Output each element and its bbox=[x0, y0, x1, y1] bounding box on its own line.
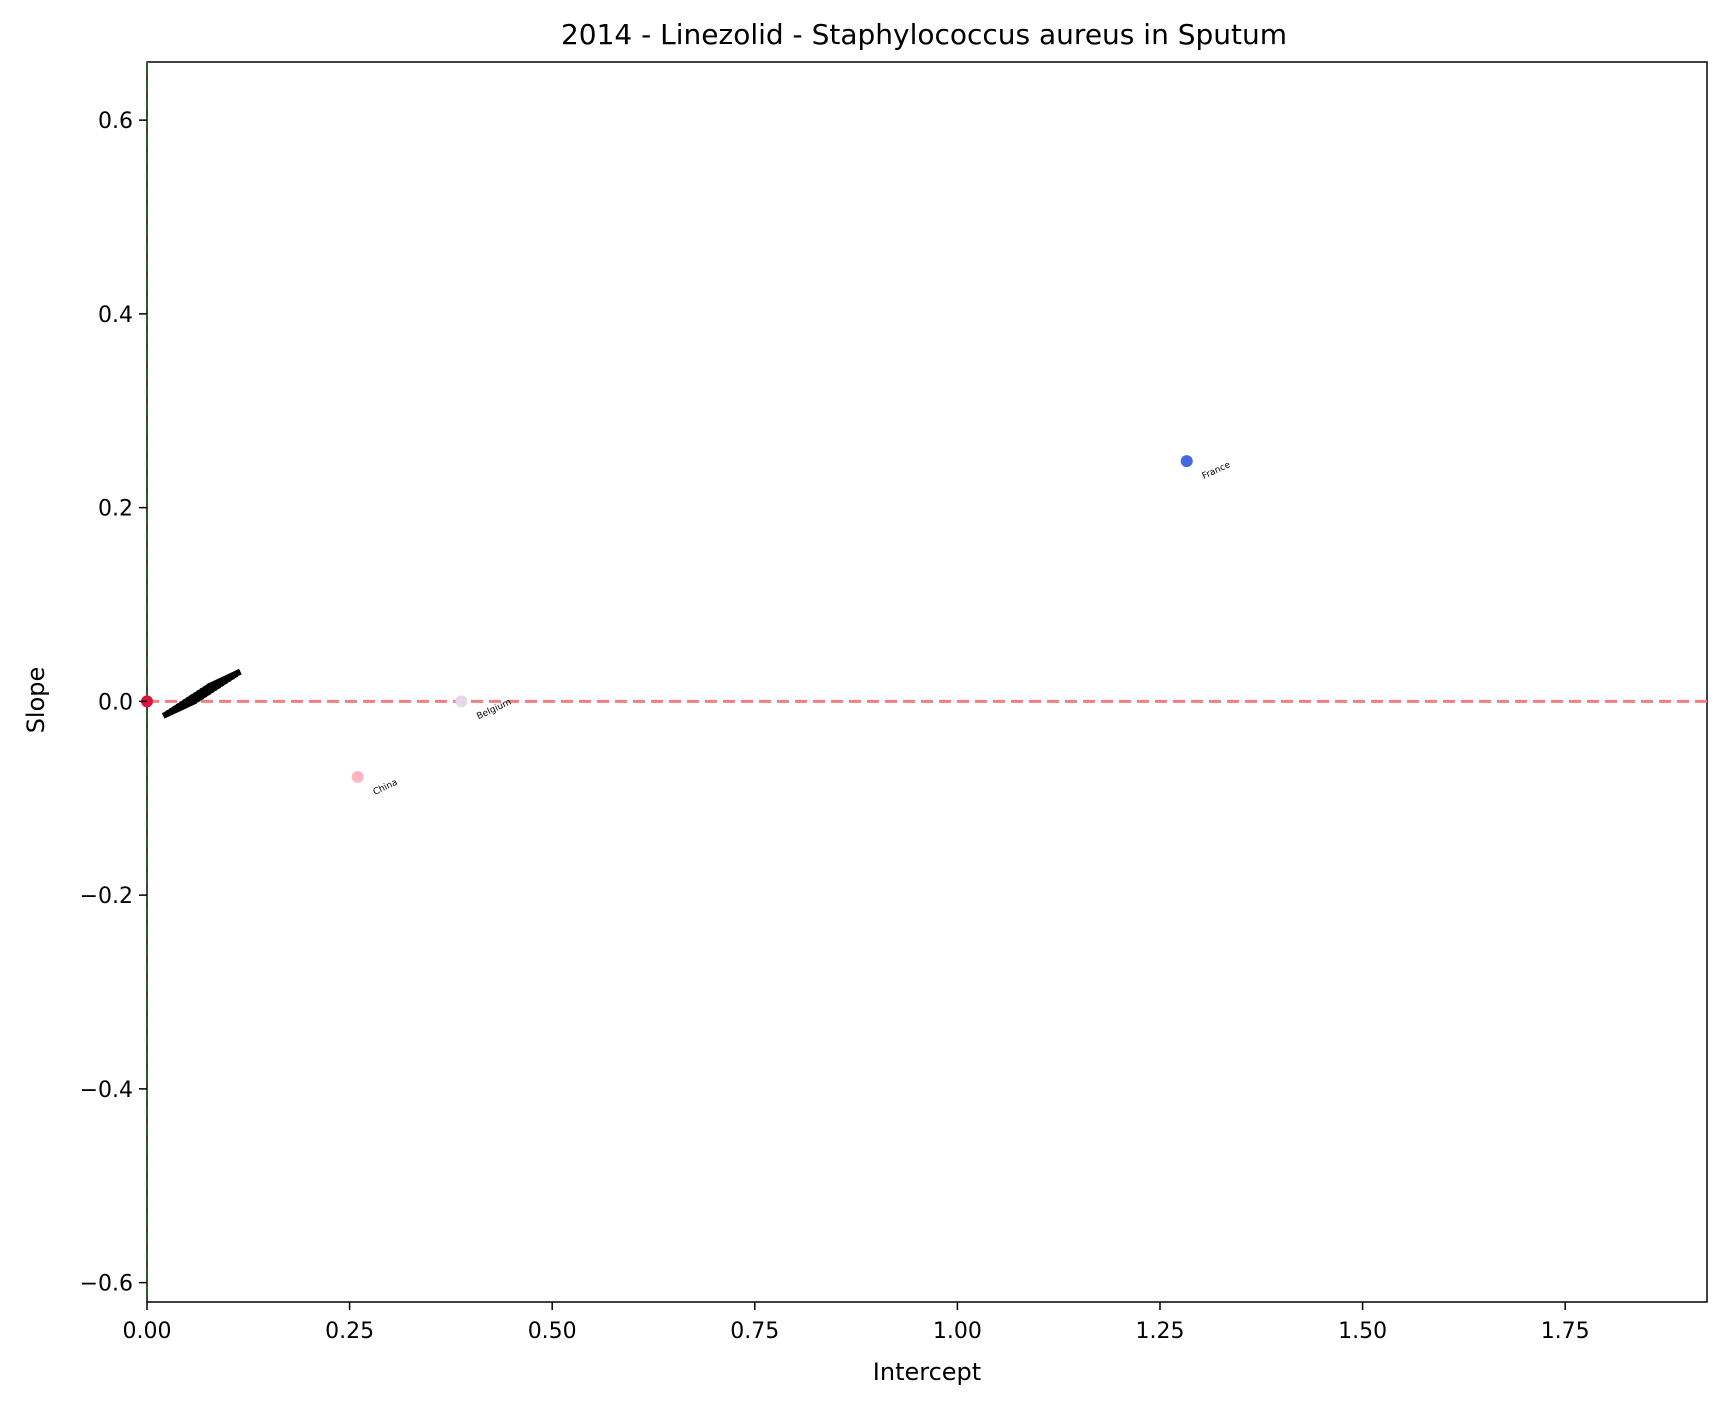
x-tick-label: 0.75 bbox=[730, 1319, 779, 1344]
y-tick-label: −0.6 bbox=[80, 1272, 133, 1297]
data-points bbox=[141, 455, 1193, 783]
chart-title: 2014 - Linezolid - Staphylococcus aureus… bbox=[561, 18, 1287, 51]
y-tick-label: −0.4 bbox=[80, 1078, 133, 1103]
y-tick-label: 0.6 bbox=[98, 109, 133, 134]
data-point bbox=[1180, 455, 1193, 468]
y-tick-label: −0.2 bbox=[80, 884, 133, 909]
x-tick-label: 1.00 bbox=[933, 1319, 982, 1344]
y-tick-label: 0.4 bbox=[98, 303, 133, 328]
data-point bbox=[351, 770, 364, 783]
x-tick-label: 1.50 bbox=[1338, 1319, 1387, 1344]
x-tick-label: 0.00 bbox=[123, 1319, 172, 1344]
data-point bbox=[455, 695, 468, 708]
x-tick-label: 1.75 bbox=[1541, 1319, 1590, 1344]
y-tick-label: 0.0 bbox=[98, 690, 133, 715]
x-axis-label: Intercept bbox=[873, 1358, 981, 1386]
reference-lines bbox=[146, 62, 1707, 1302]
x-tick-label: 0.50 bbox=[528, 1319, 577, 1344]
x-axis: 0.00 0.25 0.50 0.75 1.00 1.25 1.50 1.75 bbox=[123, 1302, 1590, 1344]
overlapping-label-mark bbox=[206, 668, 242, 690]
y-tick-label: 0.2 bbox=[98, 497, 133, 522]
overlapping-label-cluster bbox=[161, 668, 242, 719]
y-axis-label: Slope bbox=[22, 667, 50, 734]
x-tick-label: 0.25 bbox=[325, 1319, 374, 1344]
y-axis: 0.6 0.4 0.2 0.0 −0.2 −0.4 −0.6 bbox=[80, 109, 147, 1297]
x-tick-label: 1.25 bbox=[1135, 1319, 1184, 1344]
